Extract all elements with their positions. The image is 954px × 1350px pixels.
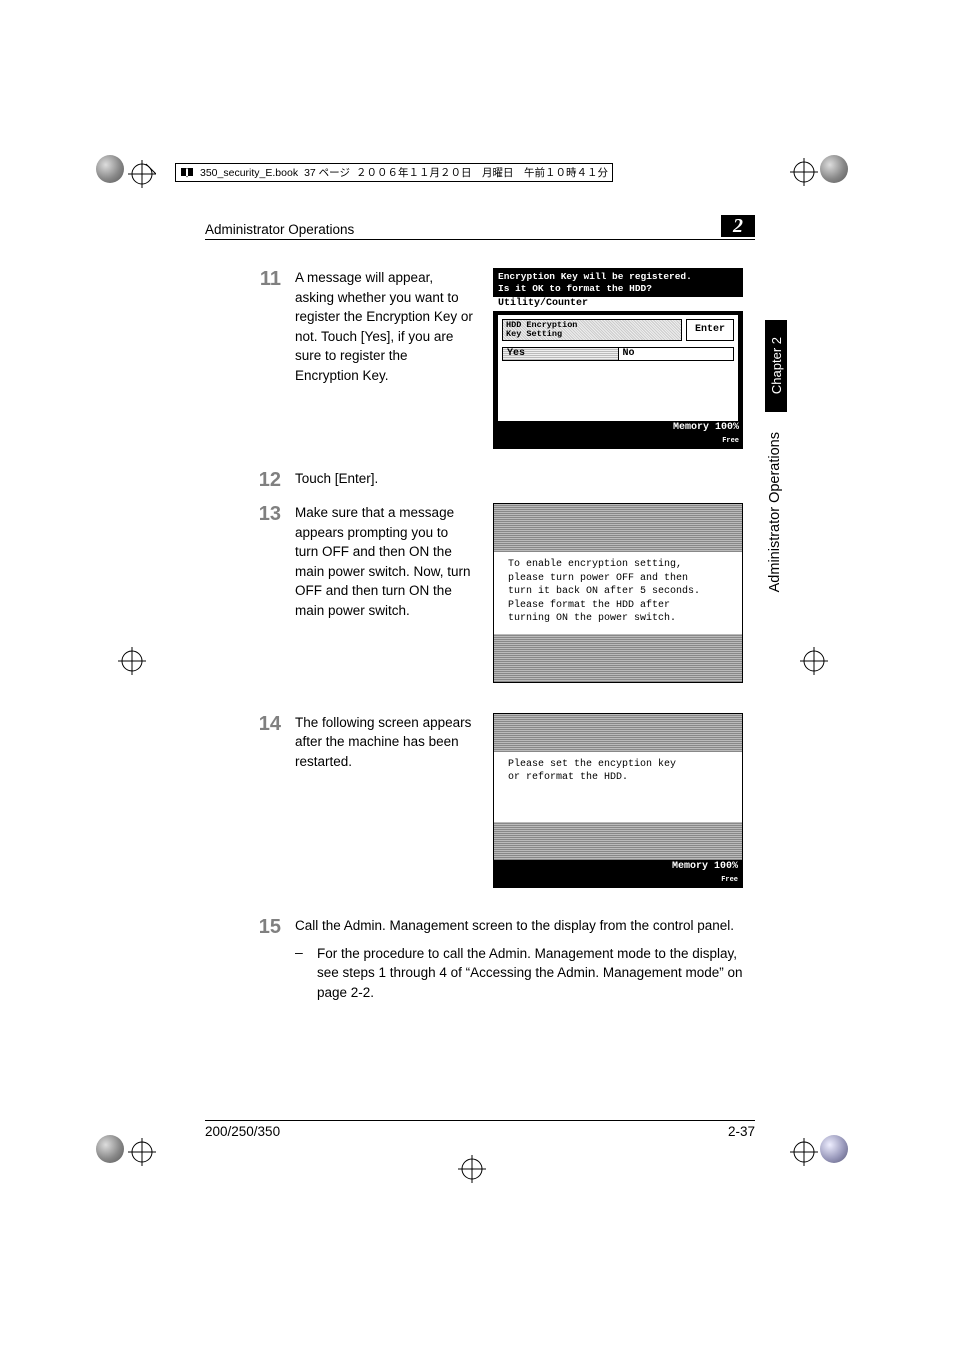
- side-section-label: Administrator Operations: [767, 432, 783, 592]
- sub-bullet-text: For the procedure to call the Admin. Man…: [317, 944, 755, 1003]
- step-text: The following screen appears after the m…: [295, 713, 475, 888]
- crop-mark: [118, 647, 146, 675]
- lcd-message: Please set the encyption key or reformat…: [494, 752, 742, 822]
- step-text: A message will appear, asking whether yo…: [295, 268, 475, 449]
- running-head: Administrator Operations 2: [205, 215, 755, 240]
- print-page-jp: 37 ページ: [304, 165, 350, 180]
- step-number: 15: [205, 916, 295, 938]
- crop-mark: [790, 158, 818, 186]
- chapter-tab-label: Chapter 2: [769, 337, 784, 394]
- print-filename: 350_security_E.book: [200, 167, 298, 179]
- reg-dot: [96, 1135, 124, 1163]
- memory-indicator: Memory 100% Free: [493, 422, 743, 447]
- step-number: 11: [205, 268, 295, 449]
- lcd-message: To enable encryption setting, please tur…: [494, 552, 742, 634]
- crop-mark: [128, 1138, 156, 1166]
- lcd-screenshot: To enable encryption setting, please tur…: [493, 503, 743, 683]
- print-date-jp: ２００６年１１月２０日 月曜日 午前１０時４１分: [356, 165, 608, 180]
- book-icon: [180, 166, 194, 178]
- footer-model: 200/250/350: [205, 1124, 280, 1139]
- step-number: 14: [205, 713, 295, 888]
- running-head-title: Administrator Operations: [205, 222, 354, 237]
- chapter-tab: Chapter 2: [765, 320, 787, 412]
- lcd-breadcrumb: Utility/Counter: [493, 297, 743, 312]
- crop-mark: [800, 647, 828, 675]
- reg-dot: [820, 155, 848, 183]
- print-job-header: 350_security_E.book 37 ページ ２００６年１１月２０日 月…: [175, 163, 613, 182]
- lcd-screenshot: Encryption Key will be registered. Is it…: [493, 268, 743, 449]
- no-button[interactable]: No: [618, 347, 735, 361]
- page-footer: 200/250/350 2-37: [205, 1120, 755, 1139]
- crop-mark: [790, 1138, 818, 1166]
- crop-mark: [128, 160, 156, 188]
- lcd-message-line: Encryption Key will be registered.: [498, 271, 738, 283]
- lcd-section-label: HDD Encryption Key Setting: [502, 319, 682, 341]
- step-number: 13: [205, 503, 295, 683]
- reg-dot: [96, 155, 124, 183]
- step-text: Make sure that a message appears prompti…: [295, 503, 475, 683]
- enter-button[interactable]: Enter: [686, 319, 734, 341]
- lcd-screenshot: Please set the encyption key or reformat…: [493, 713, 743, 888]
- reg-dot: [820, 1135, 848, 1163]
- step-text: Call the Admin. Management screen to the…: [295, 916, 755, 938]
- lcd-message-line: Is it OK to format the HDD?: [498, 283, 738, 295]
- yes-button[interactable]: Yes: [502, 347, 618, 361]
- sub-bullet-dash: –: [295, 944, 317, 1003]
- footer-page-number: 2-37: [728, 1124, 755, 1139]
- chapter-number-badge: 2: [721, 215, 755, 237]
- crop-mark: [458, 1155, 486, 1183]
- memory-indicator: Memory 100% Free: [494, 860, 742, 887]
- step-number: 12: [205, 469, 295, 491]
- step-text: Touch [Enter].: [295, 469, 755, 491]
